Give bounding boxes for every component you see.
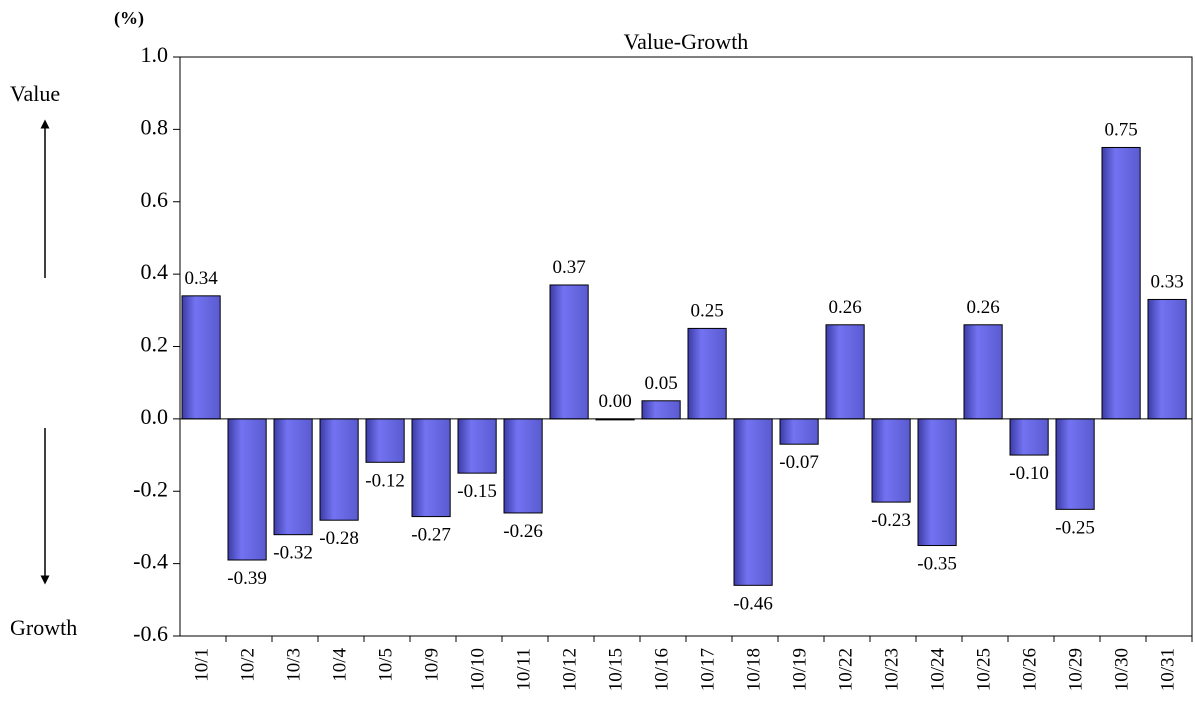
x-tick-label: 10/31: [1157, 648, 1178, 691]
chart-title: Value-Growth: [624, 29, 749, 54]
x-tick-label: 10/15: [605, 648, 626, 691]
bar: [411, 418, 451, 518]
x-tick-label: 10/9: [421, 648, 442, 682]
value-label: -0.46: [733, 593, 773, 614]
bar: [319, 418, 359, 521]
x-tick-label: 10/1: [191, 648, 212, 682]
value-label: -0.28: [319, 528, 359, 549]
bar: [227, 418, 267, 561]
x-tick-label: 10/12: [559, 648, 580, 691]
y-unit: (%): [114, 8, 144, 29]
x-tick-label: 10/30: [1111, 648, 1132, 691]
x-tick-label: 10/10: [467, 648, 488, 691]
bar: [549, 284, 589, 420]
bar: [503, 418, 543, 514]
bar: [181, 295, 221, 420]
bar: [365, 418, 405, 463]
value-label: 0.25: [690, 300, 723, 321]
bar: [733, 418, 773, 586]
value-label: 0.75: [1104, 119, 1137, 140]
value-label: 0.26: [828, 297, 861, 318]
bar: [273, 418, 313, 536]
y-tick-label: 0.4: [141, 259, 169, 284]
bar: [779, 418, 819, 445]
y-tick-label: -0.4: [133, 549, 168, 574]
bar: [825, 324, 865, 420]
value-label: 0.00: [598, 391, 631, 412]
value-label: -0.23: [871, 510, 911, 531]
value-label: -0.26: [503, 521, 543, 542]
y-tick-label: 1.0: [141, 42, 169, 67]
y-tick-label: -0.6: [133, 621, 168, 646]
y-tick-label: 0.8: [141, 114, 169, 139]
bar: [1009, 418, 1049, 456]
x-tick-label: 10/23: [881, 648, 902, 691]
value-label: -0.25: [1055, 517, 1095, 538]
bar: [963, 324, 1003, 420]
x-tick-label: 10/2: [237, 648, 258, 682]
value-label: -0.10: [1009, 463, 1049, 484]
bar: [687, 327, 727, 420]
value-label: -0.15: [457, 481, 497, 502]
value-label: 0.26: [966, 297, 999, 318]
bar: [1101, 146, 1141, 420]
x-tick-label: 10/19: [789, 648, 810, 691]
x-tick-label: 10/24: [927, 648, 948, 692]
x-tick-label: 10/25: [973, 648, 994, 691]
annotation-value: Value: [10, 81, 60, 106]
bar: [1147, 298, 1187, 420]
annotation-growth: Growth: [10, 615, 77, 640]
y-tick-label: 0.0: [141, 404, 169, 429]
x-tick-label: 10/26: [1019, 648, 1040, 691]
value-label: 0.34: [184, 268, 218, 289]
x-tick-label: 10/4: [329, 648, 350, 682]
x-tick-label: 10/16: [651, 648, 672, 691]
value-label: 0.33: [1150, 271, 1183, 292]
x-tick-label: 10/5: [375, 648, 396, 682]
x-tick-label: 10/22: [835, 648, 856, 691]
value-label: -0.07: [779, 452, 819, 473]
value-label: -0.35: [917, 554, 957, 575]
bar: [641, 400, 681, 420]
y-tick-label: 0.6: [141, 187, 169, 212]
value-label: 0.37: [552, 257, 585, 278]
value-label: -0.27: [411, 525, 451, 546]
value-label: 0.05: [644, 373, 677, 394]
value-label: -0.32: [273, 543, 313, 564]
x-tick-label: 10/17: [697, 648, 718, 691]
y-tick-label: -0.2: [133, 476, 168, 501]
x-tick-label: 10/11: [513, 648, 534, 691]
y-tick-label: 0.2: [141, 332, 169, 357]
x-tick-label: 10/29: [1065, 648, 1086, 691]
value-label: -0.39: [227, 568, 267, 589]
bar: [871, 418, 911, 503]
bar: [457, 418, 497, 474]
bar: [1055, 418, 1095, 510]
x-tick-label: 10/3: [283, 648, 304, 682]
value-label: -0.12: [365, 470, 405, 491]
bar: [917, 418, 957, 547]
x-tick-label: 10/18: [743, 648, 764, 691]
